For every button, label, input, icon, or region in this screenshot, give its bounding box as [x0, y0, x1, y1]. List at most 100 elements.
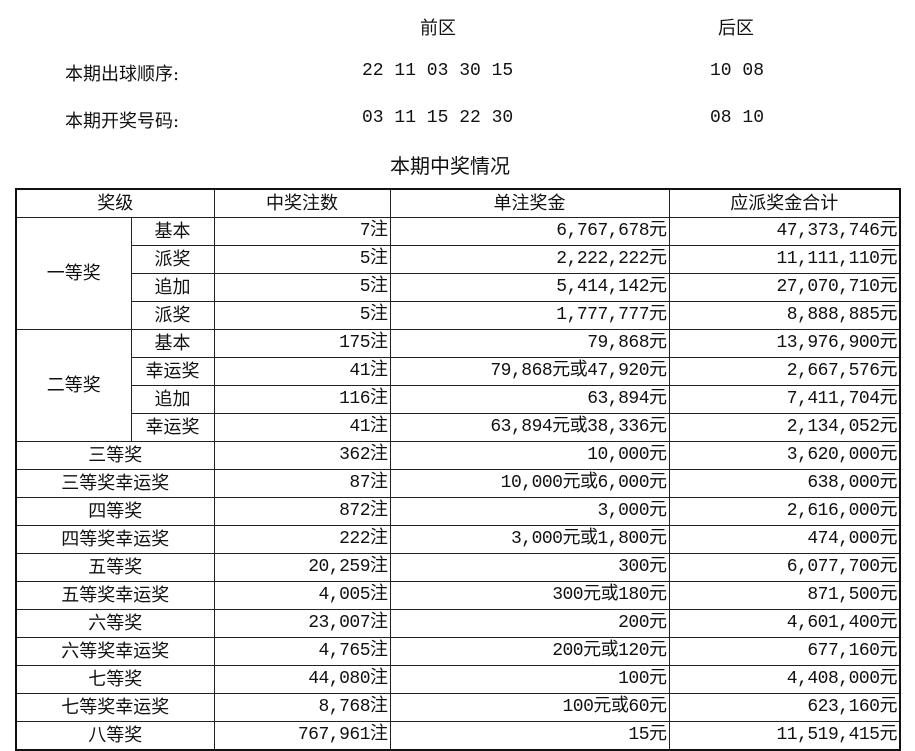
total-prize: 3,620,000元: [668, 441, 901, 470]
table-row: 七等奖 44,080注 100元 4,408,000元: [15, 665, 901, 694]
table-row: 六等奖 23,007注 200元 4,601,400元: [15, 609, 901, 638]
winner-count: 23,007注: [213, 609, 391, 638]
total-prize: 2,134,052元: [668, 413, 901, 442]
unit-prize: 100元或60元: [389, 693, 670, 722]
table-row: 二等奖 基本 175注 79,868元 13,976,900元: [15, 329, 901, 442]
prize-sublevel: 幸运奖: [130, 413, 215, 442]
prize-sublevel: 基本: [130, 217, 215, 246]
total-prize: 623,160元: [668, 693, 901, 722]
table-row: 七等奖幸运奖 8,768注 100元或60元 623,160元: [15, 693, 901, 722]
prize-sublevel: 幸运奖: [130, 357, 215, 386]
winner-count: 87注: [213, 469, 391, 498]
prize-level: 三等奖: [15, 441, 215, 470]
winning-numbers-front: 03 11 15 22 30: [362, 108, 514, 128]
table-row: 追加 116注 63,894元 7,411,704元: [16, 385, 901, 414]
winner-count: 5注: [213, 245, 391, 274]
unit-prize: 6,767,678元: [389, 217, 670, 246]
table-row: 四等奖幸运奖 222注 3,000元或1,800元 474,000元: [15, 525, 901, 554]
prize-level: 三等奖幸运奖: [15, 469, 215, 498]
winner-count: 8,768注: [213, 693, 391, 722]
unit-prize: 5,414,142元: [389, 273, 670, 302]
prize-level: 四等奖: [15, 497, 215, 526]
total-prize: 4,408,000元: [668, 665, 901, 694]
unit-prize: 15元: [389, 721, 670, 751]
winning-numbers-back: 08 10: [710, 108, 765, 128]
front-zone-label: 前区: [420, 18, 456, 39]
unit-prize: 2,222,222元: [389, 245, 670, 274]
prize-level: 二等奖: [15, 329, 132, 442]
prize-sublevel: 追加: [130, 273, 215, 302]
total-prize: 474,000元: [668, 525, 901, 554]
column-header: 单注奖金: [389, 188, 670, 218]
total-prize: 638,000元: [668, 469, 901, 498]
draw-order-front: 22 11 03 30 15: [362, 61, 514, 81]
table-row: 三等奖幸运奖 87注 10,000元或6,000元 638,000元: [15, 469, 901, 498]
total-prize: 13,976,900元: [668, 329, 901, 358]
prize-level: 六等奖幸运奖: [15, 637, 215, 666]
unit-prize: 3,000元: [389, 497, 670, 526]
table-row: 四等奖 872注 3,000元 2,616,000元: [15, 497, 901, 526]
table-row: 五等奖 20,259注 300元 6,077,700元: [15, 553, 901, 582]
draw-order-label: 本期出球顺序:: [65, 64, 180, 85]
table-row: 派奖 5注 1,777,777元 8,888,885元: [16, 301, 901, 330]
winner-count: 41注: [213, 413, 391, 442]
total-prize: 6,077,700元: [668, 553, 901, 582]
prize-level: 七等奖: [15, 665, 215, 694]
winner-count: 5注: [213, 301, 391, 330]
unit-prize: 79,868元: [389, 329, 670, 358]
total-prize: 2,667,576元: [668, 357, 901, 386]
unit-prize: 300元或180元: [389, 581, 670, 610]
draw-order-back: 10 08: [710, 61, 765, 81]
prize-sublevel: 基本: [130, 329, 215, 358]
winner-count: 362注: [213, 441, 391, 470]
prize-level: 四等奖幸运奖: [15, 525, 215, 554]
table-row: 幸运奖 41注 63,894元或38,336元 2,134,052元: [16, 413, 901, 442]
winner-count: 767,961注: [213, 721, 391, 751]
winner-count: 44,080注: [213, 665, 391, 694]
prize-table: 奖级 中奖注数 单注奖金 应派奖金合计 一等奖 基本 7注 6,767,678元 47,…: [15, 188, 901, 751]
winner-count: 116注: [213, 385, 391, 414]
unit-prize: 10,000元或6,000元: [389, 469, 670, 498]
total-prize: 47,373,746元: [668, 217, 901, 246]
column-header: 应派奖金合计: [668, 188, 901, 218]
winner-count: 20,259注: [213, 553, 391, 582]
total-prize: 8,888,885元: [668, 301, 901, 330]
table-row: 八等奖 767,961注 15元 11,519,415元: [15, 721, 901, 751]
table-row: 派奖 5注 2,222,222元 11,111,110元: [16, 245, 901, 274]
unit-prize: 63,894元或38,336元: [389, 413, 670, 442]
total-prize: 27,070,710元: [668, 273, 901, 302]
column-header: 中奖注数: [213, 188, 391, 218]
winner-count: 222注: [213, 525, 391, 554]
back-zone-label: 后区: [718, 18, 754, 39]
unit-prize: 300元: [389, 553, 670, 582]
unit-prize: 200元: [389, 609, 670, 638]
total-prize: 11,111,110元: [668, 245, 901, 274]
unit-prize: 100元: [389, 665, 670, 694]
winner-count: 175注: [213, 329, 391, 358]
total-prize: 7,411,704元: [668, 385, 901, 414]
winner-count: 7注: [213, 217, 391, 246]
total-prize: 4,601,400元: [668, 609, 901, 638]
prize-sublevel: 派奖: [130, 245, 215, 274]
table-row: 五等奖幸运奖 4,005注 300元或180元 871,500元: [15, 581, 901, 610]
unit-prize: 79,868元或47,920元: [389, 357, 670, 386]
table-row: 幸运奖 41注 79,868元或47,920元 2,667,576元: [16, 357, 901, 386]
unit-prize: 1,777,777元: [389, 301, 670, 330]
winner-count: 4,765注: [213, 637, 391, 666]
column-header: 奖级: [15, 188, 215, 218]
total-prize: 871,500元: [668, 581, 901, 610]
prize-level: 五等奖: [15, 553, 215, 582]
winning-numbers-label: 本期开奖号码:: [65, 111, 180, 132]
winner-count: 5注: [213, 273, 391, 302]
prize-level: 一等奖: [15, 217, 132, 330]
unit-prize: 63,894元: [389, 385, 670, 414]
table-row: 追加 5注 5,414,142元 27,070,710元: [16, 273, 901, 302]
total-prize: 11,519,415元: [668, 721, 901, 751]
table-header-row: 奖级 中奖注数 单注奖金 应派奖金合计: [15, 188, 901, 218]
table-row: 六等奖幸运奖 4,765注 200元或120元 677,160元: [15, 637, 901, 666]
winner-count: 4,005注: [213, 581, 391, 610]
winner-count: 41注: [213, 357, 391, 386]
table-row: 三等奖 362注 10,000元 3,620,000元: [15, 441, 901, 470]
table-row: 一等奖 基本 7注 6,767,678元 47,373,746元: [15, 217, 901, 330]
prize-sublevel: 派奖: [130, 301, 215, 330]
